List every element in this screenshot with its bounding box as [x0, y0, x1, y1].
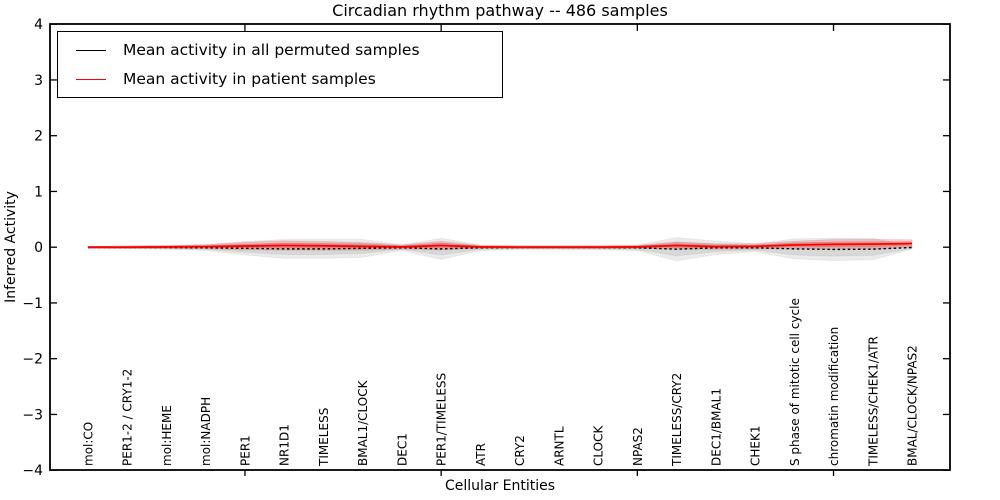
y-tick-label: 0 — [34, 240, 43, 256]
entity-label: NR1D1 — [278, 424, 292, 466]
entity-label: TIMELESS — [317, 408, 331, 467]
entity-label: PER1/TIMELESS — [435, 373, 449, 466]
patient-mean-line — [88, 242, 913, 249]
y-tick-label: 4 — [34, 17, 43, 33]
entity-label: mol:CO — [82, 422, 96, 466]
entity-label: TIMELESS/CHEK1/ATR — [866, 336, 880, 467]
entity-label: PER1 — [238, 435, 252, 466]
entity-label: NPAS2 — [631, 427, 645, 466]
legend-label: Mean activity in patient samples — [123, 70, 376, 88]
permuted-line-swatch — [76, 49, 106, 51]
legend-item-permuted: Mean activity in all permuted samples — [58, 39, 502, 61]
patient-line-swatch — [76, 78, 106, 80]
entity-label: CHEK1 — [749, 426, 763, 467]
entity-label: S phase of mitotic cell cycle — [788, 298, 802, 466]
entity-label: CLOCK — [592, 425, 606, 466]
y-tick-label: 3 — [34, 73, 43, 89]
legend: Mean activity in all permuted samples Me… — [57, 31, 503, 98]
entity-label: DEC1/BMAL1 — [709, 388, 723, 466]
entity-label: ARNTL — [552, 426, 566, 466]
chart-title: Circadian rhythm pathway -- 486 samples — [332, 1, 668, 20]
entity-label: mol:NADPH — [199, 397, 213, 466]
entity-label: chromatin modification — [827, 327, 841, 466]
permuted-range-outer-band — [87, 236, 913, 262]
y-tick-label: 2 — [34, 129, 43, 145]
entity-label: BMAL1/CLOCK — [356, 379, 370, 466]
entity-label: CRY2 — [513, 435, 527, 466]
entity-label: TIMELESS/CRY2 — [670, 373, 684, 467]
entity-label: PER1-2 / CRY1-2 — [121, 369, 135, 466]
legend-item-patient: Mean activity in patient samples — [58, 68, 502, 90]
legend-label: Mean activity in all permuted samples — [123, 41, 420, 59]
x-axis-label: Cellular Entities — [444, 478, 556, 494]
y-tick-label: 1 — [34, 184, 43, 200]
entity-label: BMAL/CLOCK/NPAS2 — [905, 345, 919, 466]
y-tick-label: −4 — [22, 463, 43, 479]
entity-label: DEC1 — [395, 433, 409, 466]
y-tick-label: −2 — [22, 352, 43, 368]
y-tick-label: −3 — [22, 407, 43, 423]
y-axis-label: Inferred Activity — [3, 191, 19, 303]
entity-label: mol:HEME — [160, 405, 174, 466]
y-tick-label: −1 — [22, 296, 43, 312]
entity-label: ATR — [474, 443, 488, 466]
